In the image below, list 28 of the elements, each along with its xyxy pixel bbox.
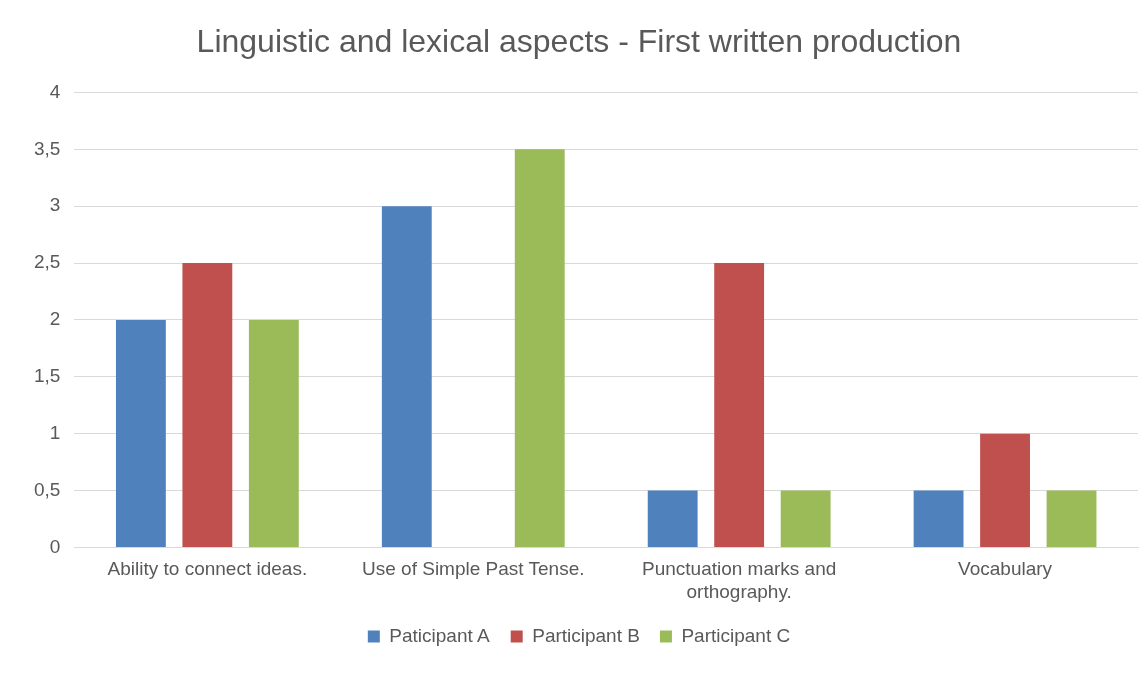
chart-title: Linguistic and lexical aspects - First written production [196,23,962,60]
x-tick-label: Ability to connect ideas. [107,558,308,580]
legend-label: Participant B [532,624,640,646]
legend-label: Paticipant A [389,624,490,646]
x-tick-label: Vocabulary [958,558,1053,580]
y-tick-label: 2,5 [33,251,61,273]
y-tick-label: 0,5 [33,478,61,500]
bar [381,206,432,547]
y-tick-label: 4 [49,80,61,102]
bar [913,490,964,547]
bar [115,319,166,547]
x-tick-label: Use of Simple Past Tense. [362,558,585,580]
y-tick-label: 3,5 [33,137,61,159]
bar [182,263,233,547]
y-tick-label: 1,5 [33,365,61,387]
bar [248,319,299,547]
bar [647,490,698,547]
bar [1046,490,1097,547]
legend-label: Participant C [681,624,791,646]
bar [514,149,565,547]
y-tick-label: 2 [49,308,61,330]
y-tick-label: 1 [49,421,61,443]
y-tick-label: 3 [49,194,61,216]
x-tick-label: Punctuation marks and orthography. [641,558,837,602]
y-tick-label: 0 [49,535,61,557]
bar [780,490,831,547]
bar [980,433,1030,547]
bar [714,263,765,547]
